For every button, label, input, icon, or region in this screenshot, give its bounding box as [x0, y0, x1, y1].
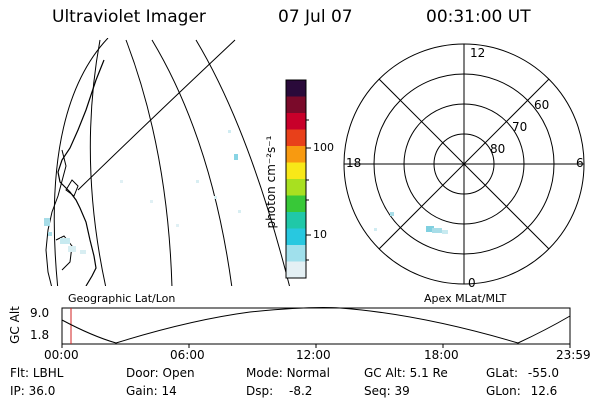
- colorbar-tick-label: 10: [313, 228, 327, 241]
- coastline: [57, 59, 105, 286]
- time-label: 00:31:00 UT: [426, 7, 531, 27]
- strip-time-tick: 06:00: [170, 348, 205, 362]
- info-glat: GLat: -55.0: [486, 366, 559, 380]
- colorbar-segment: [286, 228, 306, 246]
- info-door: Door: Open: [126, 366, 195, 380]
- colorbar-segment: [286, 113, 306, 130]
- strip-time-tick: 23:59: [556, 348, 591, 362]
- colorbar-segment: [286, 162, 306, 180]
- mlt-label-18: 18: [346, 156, 362, 170]
- mlt-label-12: 12: [470, 46, 486, 60]
- polar-aurora-speckles: [374, 212, 448, 234]
- info-ip: IP: 36.0: [10, 384, 56, 398]
- colorbar-tick-label: 100: [313, 141, 334, 154]
- info-dsp: Dsp: -8.2: [246, 384, 313, 398]
- altitude-curve: [61, 307, 571, 344]
- grid-line: [125, 39, 173, 286]
- strip-time-tick: 12:00: [296, 348, 331, 362]
- lat-label-70: 70: [512, 120, 528, 134]
- colorbar-segment: [286, 96, 306, 114]
- info-filter: Flt: LBHL: [10, 366, 64, 380]
- strip-ymin: 1.8: [30, 328, 50, 342]
- colorbar-segment: [286, 212, 306, 229]
- geographic-label: Geographic Lat/Lon: [68, 292, 176, 305]
- info-gcalt: GC Alt: 5.1 Re: [364, 366, 448, 380]
- strip-time-tick: 18:00: [424, 348, 459, 362]
- mlt-label-0: 0: [468, 276, 476, 290]
- colorbar-segment: [286, 261, 306, 279]
- grid-line: [151, 39, 233, 286]
- info-gain: Gain: 14: [126, 384, 177, 398]
- grid-line: [89, 39, 107, 286]
- colorbar-segment: [286, 80, 306, 97]
- coastline: [65, 179, 79, 197]
- info-glon: GLon: 12.6: [486, 384, 558, 398]
- colorbar-segment: [286, 129, 306, 147]
- colorbar-segment: [286, 195, 306, 213]
- strip-ylabel: GC Alt: [8, 306, 22, 344]
- lat-label-60: 60: [534, 98, 550, 112]
- apex-label: Apex MLat/MLT: [424, 292, 507, 305]
- strip-time-tick: 00:00: [44, 348, 79, 362]
- mlt-meridian: [378, 78, 550, 250]
- strip-ymax: 9.0: [30, 306, 50, 320]
- colorbar-segment: [286, 179, 306, 196]
- info-seq: Seq: 39: [364, 384, 410, 398]
- info-mode: Mode: Normal: [246, 366, 330, 380]
- auroral-emission-speckles: [44, 130, 241, 254]
- lat-label-80: 80: [490, 142, 506, 156]
- grid-line: [77, 39, 236, 191]
- colorbar-segment: [286, 146, 306, 163]
- mlt-label-6: 6: [576, 156, 584, 170]
- colorbar-segment: [286, 245, 306, 262]
- instrument-title: Ultraviolet Imager: [52, 7, 206, 27]
- grid-line: [53, 38, 109, 286]
- date-label: 07 Jul 07: [278, 7, 353, 27]
